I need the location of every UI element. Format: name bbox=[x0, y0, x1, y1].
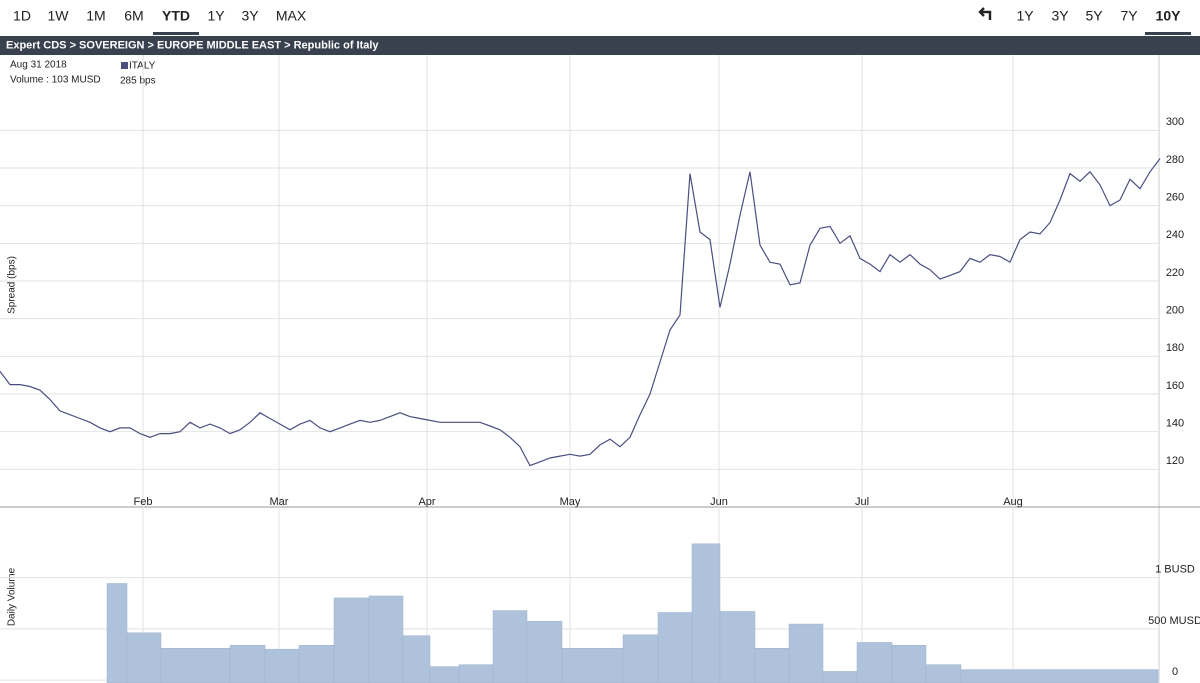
y-tick-label: 180 bbox=[1166, 342, 1184, 354]
volume-bar bbox=[458, 664, 494, 683]
range-tab[interactable]: 6M bbox=[124, 8, 143, 24]
breadcrumb-bar bbox=[0, 36, 1200, 55]
volume-bar bbox=[126, 632, 162, 683]
range-tab[interactable]: 1D bbox=[13, 8, 31, 24]
y-tick-label: 260 bbox=[1166, 192, 1184, 204]
y-tick-label: 0 bbox=[1172, 666, 1178, 678]
volume-bar bbox=[229, 645, 266, 683]
volume-bar bbox=[298, 645, 335, 683]
y-tick-label: 120 bbox=[1166, 455, 1184, 467]
volume-bar bbox=[691, 543, 721, 683]
volume-bar bbox=[960, 669, 1159, 683]
x-tick-label: May bbox=[560, 496, 581, 508]
volume-bar bbox=[925, 664, 962, 683]
volume-bar bbox=[264, 648, 300, 683]
range-tab[interactable]: 1Y bbox=[207, 8, 225, 24]
x-tick-label: Aug bbox=[1003, 496, 1023, 508]
volume-bar bbox=[891, 645, 927, 683]
volume-bar bbox=[492, 610, 528, 683]
range-tab[interactable]: 1W bbox=[48, 8, 70, 24]
spread-line bbox=[0, 158, 1161, 467]
tab-underline bbox=[1145, 32, 1191, 35]
range-tab[interactable]: 10Y bbox=[1156, 8, 1182, 24]
legend-name: ITALY bbox=[129, 61, 156, 72]
volume-bar bbox=[657, 612, 693, 683]
x-tick-label: Feb bbox=[134, 496, 153, 508]
x-tick-label: Apr bbox=[418, 496, 435, 508]
volume-bar bbox=[822, 671, 858, 683]
volume-bar bbox=[402, 635, 431, 683]
legend-value: 285 bps bbox=[120, 76, 156, 87]
y-tick-label: 160 bbox=[1166, 380, 1184, 392]
range-tab[interactable]: 3Y bbox=[241, 8, 259, 24]
y-axis-label: Daily Volume bbox=[7, 567, 18, 626]
tab-underline bbox=[153, 32, 199, 35]
volume-bar bbox=[368, 595, 404, 683]
volume-bar bbox=[526, 620, 563, 683]
volume-bar bbox=[561, 648, 624, 683]
range-tab[interactable]: YTD bbox=[162, 8, 190, 24]
volume-bar bbox=[719, 611, 756, 683]
range-tab[interactable]: 3Y bbox=[1051, 8, 1069, 24]
info-volume: Volume : 103 MUSD bbox=[10, 75, 101, 86]
y-axis-label: Spread (bps) bbox=[7, 256, 18, 314]
y-tick-label: 240 bbox=[1166, 229, 1184, 241]
breadcrumb: Expert CDS > SOVEREIGN > EUROPE MIDDLE E… bbox=[6, 39, 379, 51]
legend-swatch bbox=[121, 62, 128, 69]
y-tick-label: 500 MUSD bbox=[1148, 615, 1200, 627]
range-tab[interactable]: 7Y bbox=[1120, 8, 1138, 24]
back-icon[interactable] bbox=[978, 7, 992, 20]
range-tab[interactable]: MAX bbox=[276, 8, 307, 24]
y-tick-label: 1 BUSD bbox=[1155, 564, 1195, 576]
volume-bar bbox=[622, 634, 659, 683]
volume-bar bbox=[429, 666, 460, 683]
y-tick-label: 300 bbox=[1166, 116, 1184, 128]
volume-bar bbox=[856, 642, 893, 683]
x-tick-label: Jul bbox=[855, 496, 869, 508]
y-tick-label: 280 bbox=[1166, 154, 1184, 166]
x-tick-label: Mar bbox=[270, 496, 289, 508]
volume-bar bbox=[754, 648, 790, 683]
volume-bar bbox=[788, 623, 824, 683]
range-tab[interactable]: 1M bbox=[86, 8, 105, 24]
y-tick-label: 140 bbox=[1166, 418, 1184, 430]
volume-bar bbox=[333, 597, 370, 683]
y-tick-label: 220 bbox=[1166, 267, 1184, 279]
y-tick-label: 200 bbox=[1166, 305, 1184, 317]
x-tick-label: Jun bbox=[710, 496, 728, 508]
volume-bar bbox=[160, 648, 231, 683]
range-tab[interactable]: 5Y bbox=[1085, 8, 1103, 24]
volume-bar bbox=[106, 583, 128, 683]
info-date: Aug 31 2018 bbox=[10, 60, 67, 71]
range-tab[interactable]: 1Y bbox=[1016, 8, 1034, 24]
